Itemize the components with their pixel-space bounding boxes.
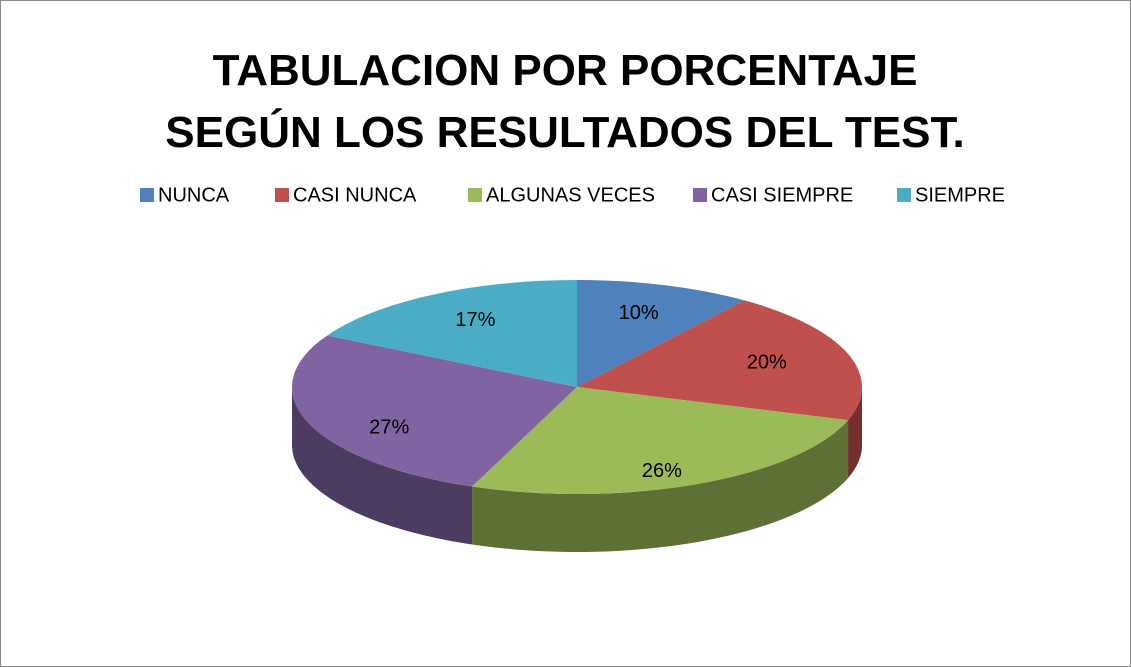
legend-swatch	[468, 188, 482, 202]
slice	[577, 300, 862, 421]
slice	[472, 387, 849, 494]
data-label: 27%	[369, 416, 409, 438]
slice-side	[848, 387, 862, 479]
legend-swatch	[275, 188, 289, 202]
slice-side	[292, 387, 473, 545]
slice	[327, 280, 577, 387]
slice-side	[472, 420, 849, 552]
slice	[292, 335, 577, 487]
chart-title: TABULACION POR PORCENTAJE SEGÚN LOS RESU…	[165, 46, 965, 157]
legend-swatch	[897, 188, 911, 202]
slice	[577, 280, 745, 387]
legend-label: CASI SIEMPRE	[711, 184, 853, 206]
data-label: 20%	[747, 351, 787, 373]
data-label: 26%	[642, 460, 682, 482]
legend-label: SIEMPRE	[915, 184, 1005, 206]
legend-label: NUNCA	[158, 184, 230, 206]
legend-swatch	[693, 188, 707, 202]
data-label: 17%	[455, 309, 495, 331]
data-label: 10%	[619, 302, 659, 324]
legend-label: ALGUNAS VECES	[486, 184, 655, 206]
legend-swatch	[140, 188, 154, 202]
legend-label: CASI NUNCA	[293, 184, 417, 206]
